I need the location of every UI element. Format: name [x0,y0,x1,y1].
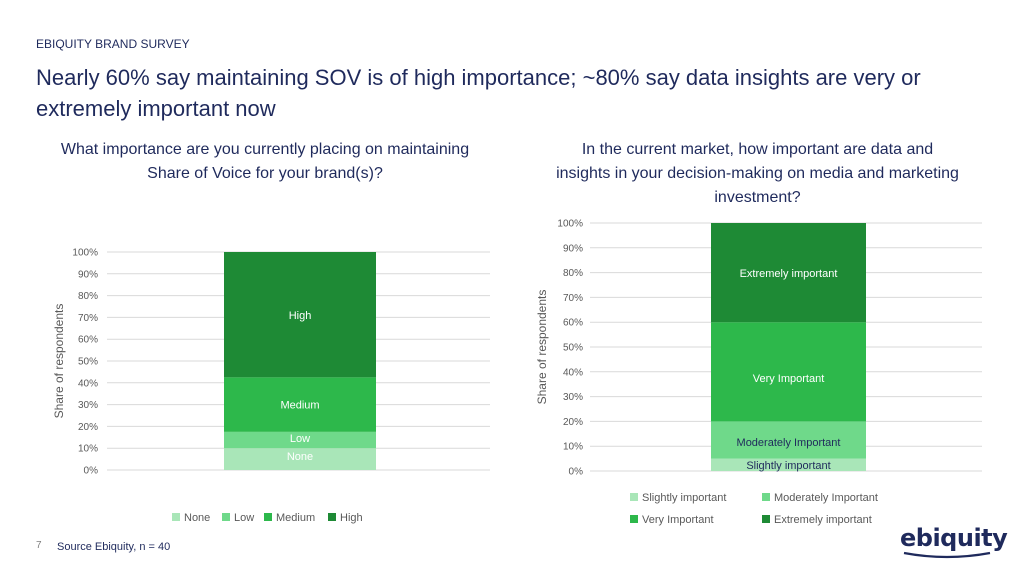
chart2-ytick-label: 70% [563,293,583,304]
chart1-ytick-label: 40% [78,378,98,389]
chart1-ytick-label: 90% [78,269,98,280]
chart2-segment-label: Slightly important [746,460,830,472]
legend-label: Low [234,512,255,524]
legend-swatch [630,515,638,523]
chart2-ytick-label: 100% [557,219,583,230]
logo-swoosh-icon [903,551,991,559]
chart1-ylabel: Share of respondents [52,304,66,419]
legend-label: Very Important [642,514,714,526]
legend-label: Moderately Important [774,492,878,504]
legend-item: Extremely important [762,514,872,526]
legend-item: Slightly important [630,492,726,504]
chart2-segment-label: Moderately Important [737,437,841,449]
chart1-segment-label: Medium [280,400,319,412]
chart2-ytick-label: 0% [569,467,584,478]
legend-label: Medium [276,512,316,524]
chart2-segment-label: Very Important [753,373,825,385]
legend-item: Medium [264,512,315,524]
legend-label: Slightly important [642,492,727,504]
legend-item: None [172,512,210,524]
page-number: 7 [36,540,42,551]
chart2-ytick-label: 10% [563,442,583,453]
source-note: Source Ebiquity, n = 40 [57,541,171,553]
chart1-segment-label: Low [290,433,310,445]
chart2-segment-extremely-important [711,223,866,323]
legend-swatch [172,513,180,521]
chart1-segment-label: None [287,451,313,463]
legend-label: Extremely important [774,514,872,526]
chart2-ytick-label: 30% [563,392,583,403]
chart1-ytick-label: 20% [78,422,98,433]
chart1-segment-medium [224,377,376,432]
legend-swatch [222,513,230,521]
chart1-ytick-label: 0% [84,466,99,477]
chart2-ytick-label: 20% [563,417,583,428]
chart2-segment-slightly-important [711,458,866,471]
chart1-ytick-label: 30% [78,400,98,411]
chart1-segment-none [224,448,376,470]
legend-item: Low [222,512,254,524]
chart1-ytick-label: 50% [78,357,98,368]
chart2-segment-moderately-important [711,421,866,459]
legend-swatch [328,513,336,521]
legend-swatch [264,513,272,521]
chart2-ytick-label: 80% [563,268,583,279]
legend-item: High [328,512,363,524]
chart1-ytick-label: 10% [78,444,98,455]
legend-label: High [340,512,363,524]
chart1-segment-low [224,431,376,449]
legend-item: Moderately Important [762,492,878,504]
chart2-ytick-label: 60% [563,318,583,329]
chart2-ylabel: Share of respondents [535,290,549,405]
chart2-title: In the current market, how important are… [556,141,959,206]
legend-swatch [630,493,638,501]
chart1-title: What importance are you currently placin… [60,141,470,182]
legend-label: None [184,512,211,524]
chart1-ytick-label: 60% [78,335,98,346]
page-headline: Nearly 60% say maintaining SOV is of hig… [36,65,921,121]
legend-item: Very Important [630,514,714,526]
chart2-segment-very-important [711,322,866,422]
legend-swatch [762,493,770,501]
chart1-ytick-label: 70% [78,313,98,324]
chart2-ytick-label: 40% [563,367,583,378]
chart1-ytick-label: 80% [78,291,98,302]
survey-kicker: EBIQUITY BRAND SURVEY [36,37,190,51]
chart1-segment-label: High [289,310,312,322]
chart1-ytick-label: 100% [72,248,98,259]
chart2-ytick-label: 90% [563,243,583,254]
chart2-segment-label: Extremely important [740,268,838,280]
logo-wordmark: ebiquity [900,524,1008,552]
ebiquity-logo: ebiquity [900,524,1008,559]
chart2-ytick-label: 50% [563,343,583,354]
chart1-segment-high [224,252,376,378]
legend-swatch [762,515,770,523]
